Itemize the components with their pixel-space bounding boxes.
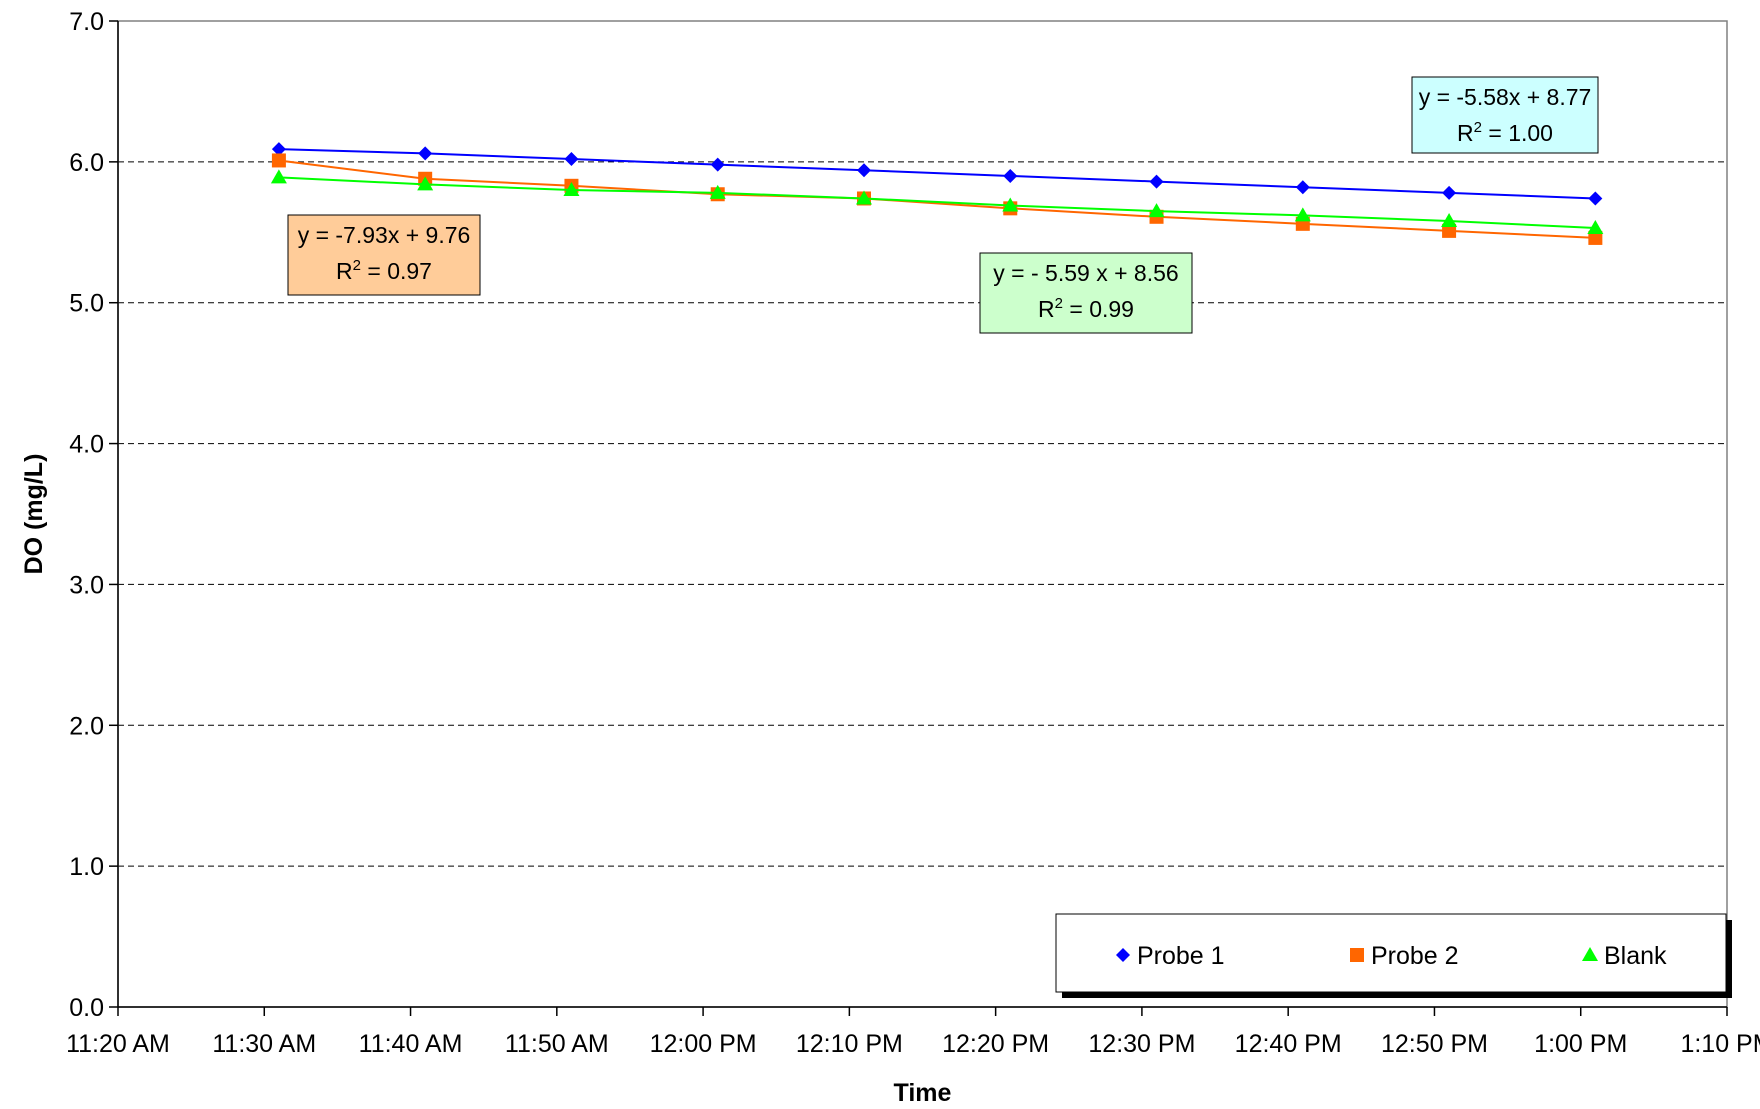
data-point-blank — [1587, 220, 1604, 235]
legend-label-probe-2: Probe 2 — [1371, 942, 1459, 970]
x-tick-label: 11:30 AM — [212, 1030, 316, 1058]
trendline-probe-1 — [278, 148, 1596, 200]
data-point-blank — [1441, 213, 1458, 228]
trendline-equation: y = -5.58x + 8.77 — [1419, 84, 1592, 110]
legend-marker-probe-2 — [1350, 948, 1364, 962]
data-point-probe-2 — [1588, 230, 1603, 245]
data-point-probe-1 — [1149, 174, 1164, 189]
x-axis: 11:20 AM 11:30 AM 11:40 AM 11:50 AM 12:00 PM… — [66, 1006, 1760, 1058]
trendline-r2: R2 = 1.00 — [1457, 119, 1553, 146]
x-axis-label: Time — [894, 1079, 952, 1107]
x-tick-label: 11:50 AM — [505, 1030, 609, 1058]
y-tick-label: 4.0 — [69, 431, 104, 459]
trendline-label-blank: y = - 5.59 x + 8.56 R2 = 0.99 — [979, 252, 1193, 334]
y-tick-label: 5.0 — [69, 290, 104, 318]
data-point-probe-2 — [1442, 223, 1457, 238]
x-tick-label: 12:20 PM — [942, 1030, 1049, 1058]
data-point-probe-1 — [1442, 185, 1457, 200]
data-point-blank — [1002, 197, 1019, 212]
gridlines — [118, 161, 1727, 867]
legend-label-probe-1: Probe 1 — [1137, 942, 1225, 970]
data-point-probe-1 — [1588, 191, 1603, 206]
data-point-blank — [855, 190, 872, 205]
data-point-probe-1 — [856, 163, 871, 178]
x-tick-label: 12:50 PM — [1381, 1030, 1488, 1058]
series-blank — [270, 169, 1604, 235]
x-tick-label: 11:40 AM — [359, 1030, 463, 1058]
y-tick-label: 7.0 — [69, 8, 104, 36]
series-probe-1 — [271, 142, 1603, 206]
data-point-blank — [417, 176, 434, 191]
trendline-label-box — [1411, 76, 1599, 154]
x-tick-label: 12:10 PM — [796, 1030, 903, 1058]
data-point-blank — [709, 184, 726, 199]
y-tick-label: 1.0 — [69, 853, 104, 881]
trendline-r2: R2 = 0.97 — [336, 257, 432, 284]
data-point-probe-1 — [564, 152, 579, 167]
x-tick-label: 12:00 PM — [650, 1030, 757, 1058]
data-point-blank — [1148, 203, 1165, 218]
trendline-r2: R2 = 0.99 — [1038, 295, 1134, 322]
legend-marker-blank — [1582, 947, 1598, 961]
y-axis: 0.0 1.0 2.0 3.0 4.0 5.0 6.0 7.0 — [69, 8, 119, 1022]
data-point-blank — [563, 182, 580, 197]
y-tick-label: 0.0 — [69, 994, 104, 1022]
data-point-probe-1 — [418, 146, 433, 161]
data-point-blank — [270, 169, 287, 184]
data-point-probe-1 — [271, 142, 286, 157]
trendline-equation: y = - 5.59 x + 8.56 — [993, 260, 1178, 286]
y-tick-label: 2.0 — [69, 712, 104, 740]
data-point-blank — [1294, 207, 1311, 222]
y-axis-label: DO (mg/L) — [20, 454, 48, 575]
trendline-blank — [278, 176, 1596, 230]
x-tick-label: 1:00 PM — [1534, 1030, 1627, 1058]
trendline-label-box — [979, 252, 1193, 334]
trendline-label-box — [287, 214, 481, 296]
trendline-label-probe-2: y = -7.93x + 9.76 R2 = 0.97 — [287, 214, 481, 296]
trendline-equations: y = -5.58x + 8.77 R2 = 1.00 y = -7.93x + 9… — [287, 76, 1599, 334]
data-point-probe-2 — [271, 153, 286, 168]
trendline-probe-2 — [278, 159, 1596, 239]
data-point-probe-1 — [1003, 168, 1018, 183]
trendline-equation: y = -7.93x + 9.76 — [298, 222, 471, 248]
x-tick-label: 12:40 PM — [1235, 1030, 1342, 1058]
legend: Probe 1 Probe 2 Blank — [1055, 913, 1732, 998]
series-group — [270, 142, 1604, 245]
x-tick-label: 11:20 AM — [66, 1030, 170, 1058]
x-tick-label: 1:10 PM — [1680, 1030, 1760, 1058]
data-point-probe-1 — [1295, 180, 1310, 195]
legend-box — [1055, 913, 1727, 993]
y-tick-label: 6.0 — [69, 149, 104, 177]
data-point-probe-1 — [710, 157, 725, 172]
y-tick-label: 3.0 — [69, 571, 104, 599]
legend-marker-probe-1 — [1116, 948, 1130, 962]
trendline-label-probe-1: y = -5.58x + 8.77 R2 = 1.00 — [1411, 76, 1599, 154]
legend-label-blank: Blank — [1604, 942, 1667, 970]
x-tick-label: 12:30 PM — [1088, 1030, 1195, 1058]
